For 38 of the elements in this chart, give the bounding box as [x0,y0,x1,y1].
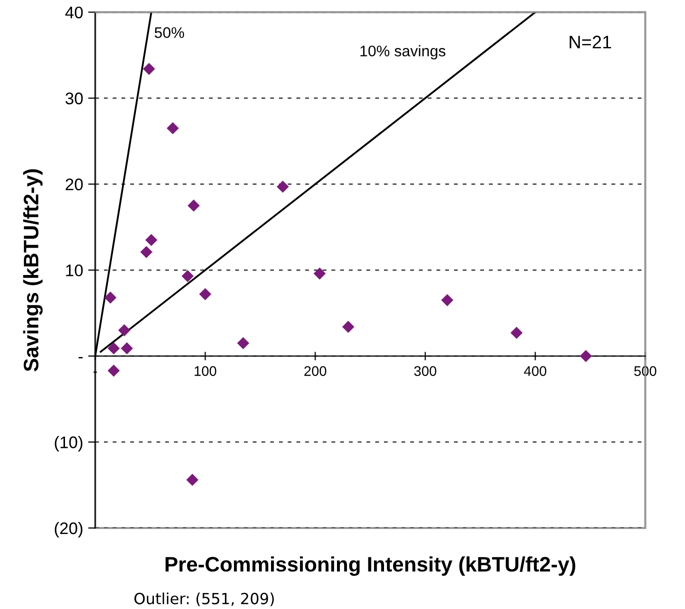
point [314,267,326,280]
point [186,474,198,486]
y-tick-label: 40 [65,6,83,18]
point [104,292,116,304]
point [510,326,523,339]
point [342,320,354,333]
point [580,350,592,362]
y-tick-label: - [78,357,83,358]
y-tick-label: (20) [54,522,82,538]
text: Outlier: (551, 209) [134,592,274,606]
x-tick-label: 400 [524,366,546,376]
y-tick-label: 20 [66,178,83,190]
point [142,62,156,75]
annotation: N=21 [570,36,612,48]
y-tick-label: 30 [66,92,83,104]
point [140,246,152,258]
y-tick-label: (10) [54,436,82,452]
x-tick-label: 300 [414,366,436,376]
point [276,180,289,193]
y-axis-title: Savings (kBTU/ft2-y) [23,169,43,372]
point [441,294,454,306]
x-tick-label: 100 [194,366,216,376]
y-tick-label: 10 [66,264,83,276]
point [237,337,250,350]
point [145,234,158,246]
point [108,342,120,354]
point [108,364,120,377]
x-tick-label: 500 [634,366,656,376]
point [120,342,133,354]
series-label: 10% savings [360,45,446,60]
x-tick-label: 200 [304,366,326,376]
series-label: 50% [154,27,184,38]
point [182,270,194,282]
x-axis-title: Pre-Commissioning Intensity (kBTU/ft2-y) [166,556,576,576]
point [188,200,200,212]
point [118,324,130,336]
point [166,122,179,134]
point [199,288,212,300]
